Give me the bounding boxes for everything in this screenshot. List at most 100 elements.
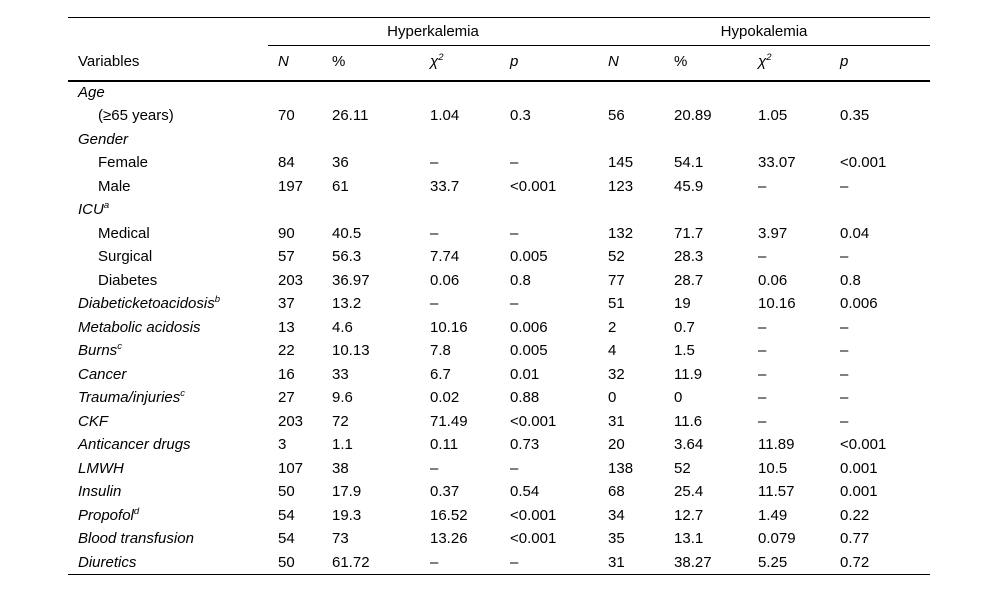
- value-cell: 0.06: [430, 271, 460, 289]
- value-cell: 11.6: [674, 412, 703, 430]
- value-cell: 38: [332, 459, 349, 477]
- value-cell: [322, 81, 420, 105]
- value-cell: 0.3: [510, 107, 531, 125]
- table-row: Trauma/injuriesc 27 9.6 0.02 0.88 0 0 – –: [68, 386, 930, 410]
- value-cell: [830, 198, 930, 222]
- value-cell: [598, 198, 664, 222]
- value-cell: –: [840, 389, 849, 407]
- value-cell: 0.7: [674, 318, 695, 336]
- value-cell: 0.04: [840, 224, 870, 242]
- table-row: LMWH 107 38 – – 138 52 10.5 0.001: [68, 457, 930, 481]
- superscript-note-marker: 2: [438, 52, 444, 64]
- value-cell: [664, 198, 748, 222]
- value-cell: 61.72: [332, 553, 370, 571]
- value-cell: <0.001: [840, 154, 887, 172]
- value-cell: –: [840, 342, 849, 360]
- table-row: (≥65 years) 70 26.11 1.04 0.3 56 20.89 1.05 0.35: [68, 104, 930, 128]
- value-cell: 26.11: [332, 107, 369, 125]
- value-cell: 28.3: [674, 248, 704, 266]
- value-cell: –: [510, 459, 519, 477]
- value-cell: [322, 198, 420, 222]
- value-cell: 0.37: [430, 483, 460, 501]
- value-cell: –: [510, 224, 519, 242]
- value-cell: [598, 128, 664, 152]
- value-cell: 40.5: [332, 224, 362, 242]
- value-cell: 54: [278, 530, 295, 548]
- table-row: Blood transfusion 54 73 13.26 <0.001 35 13.1 0.…: [68, 527, 930, 551]
- value-cell: <0.001: [510, 530, 557, 548]
- variable-label: Propofold: [78, 505, 140, 524]
- value-cell: 10.16: [430, 318, 468, 336]
- value-cell: 0.079: [758, 530, 796, 548]
- value-cell: [664, 81, 748, 105]
- value-cell: –: [758, 248, 767, 266]
- value-cell: <0.001: [840, 436, 887, 454]
- value-cell: [500, 198, 598, 222]
- value-cell: 5.25: [758, 553, 788, 571]
- value-cell: 1.1: [332, 436, 353, 454]
- value-cell: 77: [608, 271, 625, 289]
- value-cell: [830, 128, 930, 152]
- value-cell: [268, 128, 322, 152]
- value-cell: 33.7: [430, 177, 460, 195]
- value-cell: 20.89: [674, 107, 712, 125]
- value-cell: [420, 128, 500, 152]
- value-cell: 10.16: [758, 295, 796, 313]
- table-row: Surgical 57 56.3 7.74 0.005 52 28.3 – –: [68, 245, 930, 269]
- value-cell: 0.72: [840, 553, 870, 571]
- value-cell: 11.9: [674, 365, 703, 383]
- value-cell: –: [510, 154, 519, 172]
- value-cell: 37: [278, 295, 295, 313]
- value-cell: 19.3: [332, 506, 362, 524]
- table-row: Gender: [68, 128, 930, 152]
- value-cell: –: [430, 459, 439, 477]
- value-cell: 2: [608, 318, 617, 336]
- value-cell: 0.005: [510, 342, 548, 360]
- column-header-row: Variables N% χ2 p N% χ2 p: [68, 45, 931, 82]
- value-cell: 13.1: [674, 530, 704, 548]
- value-cell: 197: [278, 177, 304, 195]
- variable-label: Medical: [98, 224, 150, 242]
- column-header-p-hypokalemia: p: [830, 45, 931, 82]
- value-cell: 0.35: [840, 107, 870, 125]
- value-cell: 9.6: [332, 389, 353, 407]
- value-cell: [830, 81, 930, 105]
- table-row: Diabeticketoacidosisb 37 13.2 – – 51 19 10.16 0.…: [68, 292, 930, 316]
- value-cell: 0: [674, 389, 683, 407]
- value-cell: 4: [608, 342, 617, 360]
- value-cell: 13: [278, 318, 295, 336]
- variable-label: Surgical: [98, 248, 153, 266]
- value-cell: 132: [608, 224, 634, 242]
- value-cell: 36: [332, 154, 349, 172]
- value-cell: 28.7: [674, 271, 704, 289]
- column-header-n-hyperkalemia: N: [268, 45, 322, 82]
- value-cell: 35: [608, 530, 625, 548]
- superscript-note-marker: c: [180, 388, 186, 400]
- variable-label: LMWH: [78, 459, 124, 477]
- table-row: Diabetes 203 36.97 0.06 0.8 77 28.7 0.06 0.8: [68, 269, 930, 293]
- value-cell: 52: [608, 248, 625, 266]
- value-cell: –: [510, 295, 519, 313]
- table-row: CKF 203 72 71.49 <0.001 31 11.6 – –: [68, 410, 930, 434]
- group-header-hyperkalemia: Hyperkalemia: [268, 17, 599, 46]
- value-cell: 203: [278, 412, 304, 430]
- corner-cell: [68, 18, 268, 46]
- variable-label: Diabetes: [98, 271, 158, 289]
- table-row: ICUa: [68, 198, 930, 222]
- value-cell: 12.7: [674, 506, 704, 524]
- value-cell: 0.77: [840, 530, 870, 548]
- value-cell: <0.001: [510, 412, 557, 430]
- value-cell: 57: [278, 248, 295, 266]
- superscript-note-marker: c: [117, 341, 122, 353]
- value-cell: 50: [278, 483, 295, 501]
- value-cell: 11.57: [758, 483, 795, 501]
- value-cell: [420, 198, 500, 222]
- variable-label: Diabeticketoacidosisb: [78, 294, 221, 313]
- value-cell: –: [758, 389, 767, 407]
- column-header-chi-square-hyperkalemia: χ2: [420, 45, 500, 82]
- table-row: Anticancer drugs 3 1.1 0.11 0.73 20 3.64 11.89 <…: [68, 433, 930, 457]
- value-cell: 3.64: [674, 436, 704, 454]
- value-cell: –: [430, 224, 439, 242]
- value-cell: 0.006: [510, 318, 548, 336]
- value-cell: 84: [278, 154, 295, 172]
